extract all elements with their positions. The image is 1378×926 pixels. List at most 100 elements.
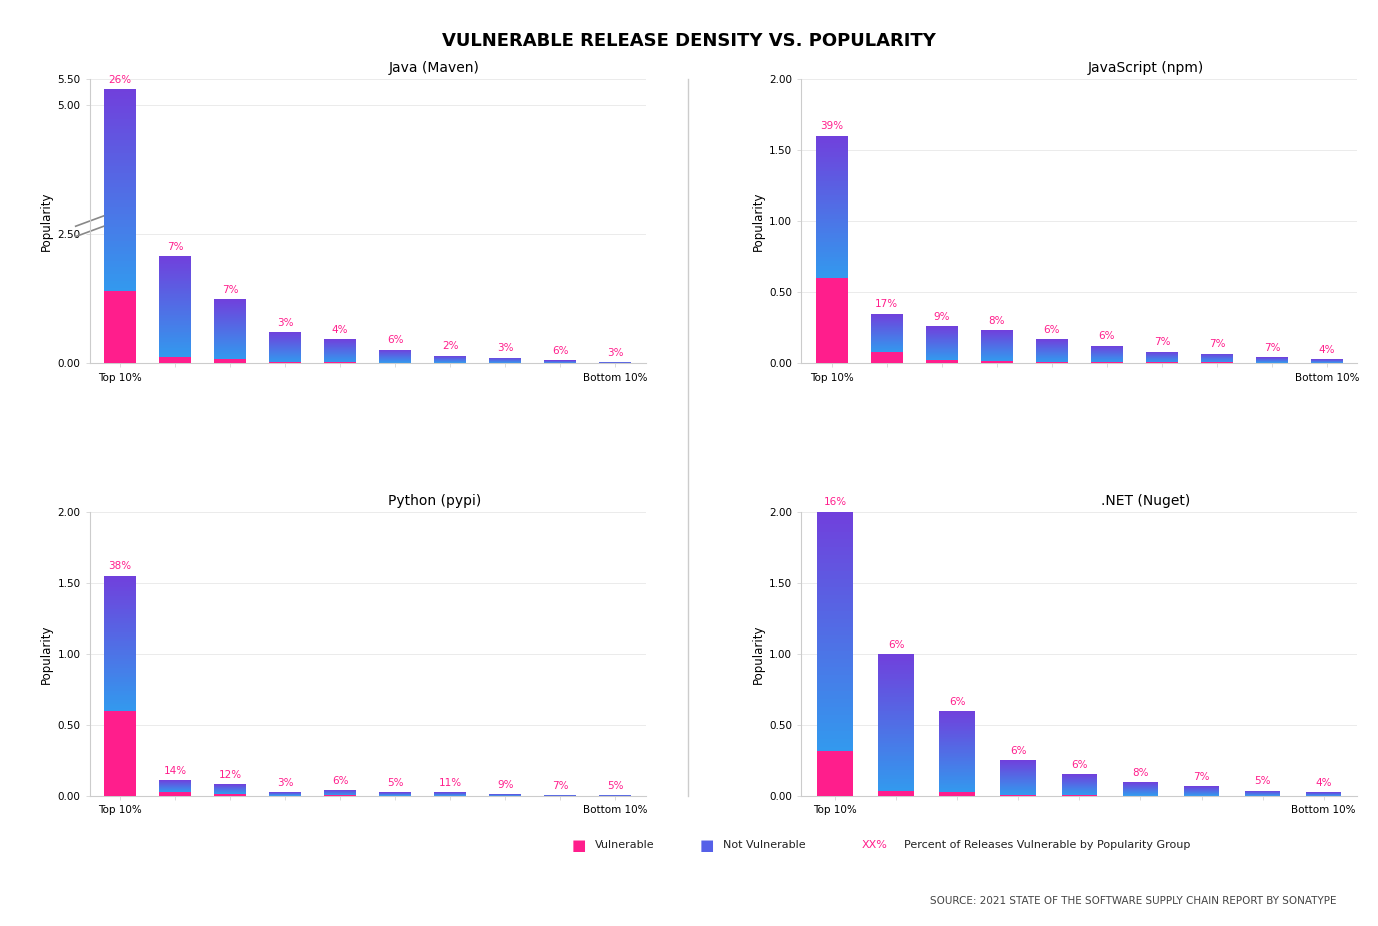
Bar — [940, 723, 974, 724]
Bar — [214, 314, 245, 315]
Bar — [816, 167, 847, 169]
Bar — [878, 699, 914, 702]
Bar — [158, 317, 192, 318]
Bar — [878, 736, 914, 738]
Bar — [817, 544, 853, 547]
Bar — [817, 639, 853, 644]
Bar — [816, 276, 847, 278]
Bar — [103, 119, 136, 123]
Bar — [817, 552, 853, 556]
Bar — [817, 523, 853, 528]
Bar — [103, 639, 136, 641]
Bar — [940, 720, 974, 721]
Bar — [103, 664, 136, 666]
Bar — [214, 310, 245, 311]
Bar — [878, 729, 914, 732]
Bar — [817, 615, 853, 619]
Bar — [103, 194, 136, 196]
Bar — [103, 156, 136, 160]
Bar — [103, 274, 136, 278]
Bar — [816, 228, 847, 231]
Bar — [158, 350, 192, 352]
Bar — [816, 174, 847, 176]
Bar — [878, 720, 914, 722]
Bar — [940, 756, 974, 757]
Bar — [214, 330, 245, 331]
Bar — [816, 231, 847, 233]
Bar — [214, 344, 245, 345]
Bar — [1061, 795, 1097, 796]
Bar — [816, 200, 847, 202]
Text: 26%: 26% — [109, 75, 131, 85]
Bar — [816, 136, 847, 138]
Bar — [940, 718, 974, 720]
Text: 3%: 3% — [277, 778, 294, 788]
Bar — [816, 217, 847, 219]
Bar — [878, 766, 914, 768]
Bar — [103, 592, 136, 594]
Bar — [103, 609, 136, 612]
Bar — [817, 511, 853, 516]
Bar — [103, 278, 136, 281]
Bar — [103, 632, 136, 634]
Bar — [214, 349, 245, 350]
Bar — [816, 138, 847, 141]
Bar — [103, 587, 136, 589]
Text: 8%: 8% — [988, 316, 1005, 326]
Bar — [158, 301, 192, 303]
Bar — [878, 713, 914, 716]
Bar — [816, 197, 847, 200]
Bar — [158, 311, 192, 313]
Bar — [158, 290, 192, 291]
Bar — [103, 659, 136, 661]
Bar — [816, 261, 847, 264]
Bar — [158, 325, 192, 327]
Bar — [878, 722, 914, 724]
Bar — [1091, 362, 1123, 364]
Bar — [817, 532, 853, 535]
Bar — [103, 113, 136, 116]
Bar — [103, 233, 136, 237]
Bar — [103, 677, 136, 680]
Text: 6%: 6% — [949, 696, 966, 707]
Bar — [269, 362, 300, 364]
Bar — [817, 592, 853, 595]
Bar — [816, 250, 847, 252]
Text: 7%: 7% — [1153, 337, 1170, 347]
Bar — [158, 328, 192, 330]
Bar — [158, 307, 192, 308]
Bar — [940, 774, 974, 776]
Bar — [214, 345, 245, 346]
Bar — [816, 209, 847, 212]
Text: 7%: 7% — [1264, 344, 1280, 353]
Bar — [103, 227, 136, 231]
Bar — [103, 589, 136, 592]
Bar — [878, 708, 914, 711]
Bar — [817, 644, 853, 647]
Text: 7%: 7% — [167, 242, 183, 252]
Bar — [878, 669, 914, 672]
Bar — [940, 759, 974, 761]
Bar — [158, 286, 192, 288]
Bar — [816, 202, 847, 205]
Bar — [214, 316, 245, 317]
Bar — [214, 319, 245, 320]
Text: 4%: 4% — [332, 325, 349, 335]
Bar — [816, 179, 847, 181]
Bar — [817, 715, 853, 719]
Bar — [158, 330, 192, 332]
Bar — [214, 794, 245, 796]
Bar — [158, 355, 192, 357]
Bar — [158, 268, 192, 269]
Bar — [940, 753, 974, 754]
Bar — [103, 641, 136, 644]
Bar — [103, 682, 136, 684]
Bar — [940, 757, 974, 758]
Bar — [817, 611, 853, 615]
Bar — [103, 281, 136, 284]
Bar — [103, 648, 136, 650]
Bar — [214, 309, 245, 310]
Bar — [878, 661, 914, 663]
Bar — [878, 788, 914, 791]
Bar — [214, 338, 245, 339]
